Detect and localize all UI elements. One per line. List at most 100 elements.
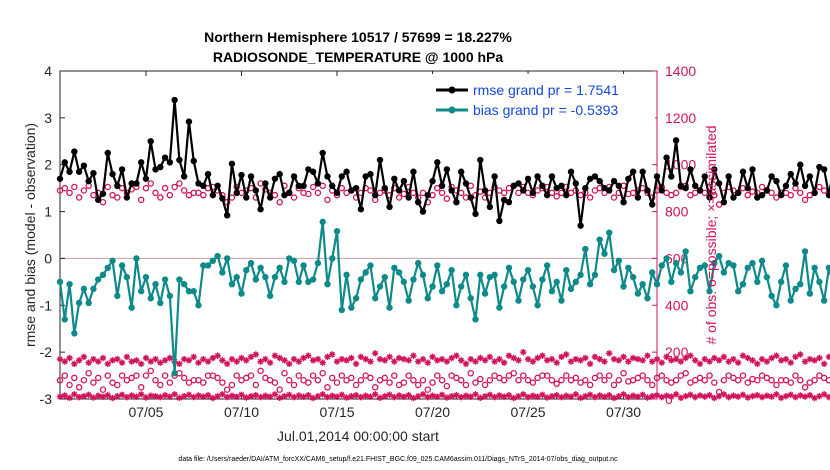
assimilated-low-marker [453, 392, 460, 399]
assimilated-high-marker [797, 351, 804, 358]
assimilated-high-marker [649, 358, 656, 365]
possible-low-marker [754, 377, 761, 384]
rmse-point [104, 149, 111, 157]
rmse-point [56, 175, 64, 182]
assimilated-low-marker [118, 391, 126, 398]
assimilated-high-marker [400, 355, 408, 363]
assimilated-high-marker [137, 360, 145, 368]
bias-point [601, 250, 608, 257]
possible-low-marker [61, 372, 69, 379]
assimilated-low-marker [262, 392, 269, 399]
rmse-point [71, 148, 78, 155]
assimilated-low-marker [639, 391, 646, 398]
bias-point [152, 281, 159, 288]
bias-point [758, 257, 766, 264]
rmse-point [816, 163, 823, 171]
possible-high-marker [324, 196, 331, 204]
bias-point [104, 264, 111, 271]
bias-point [653, 281, 661, 288]
rmse-point [820, 166, 828, 173]
assimilated-low-marker [596, 392, 603, 399]
bias-point [505, 264, 513, 271]
rmse-point [314, 180, 322, 187]
left-tick-label: 3 [44, 110, 52, 126]
assimilated-high-marker [61, 358, 68, 365]
assimilated-high-marker [99, 354, 107, 362]
assimilated-high-marker [204, 358, 212, 365]
bias-point [639, 281, 646, 288]
possible-low-marker [711, 379, 718, 386]
possible-low-marker [137, 384, 145, 391]
assimilated-high-marker [252, 351, 260, 358]
rmse-point [405, 194, 412, 201]
assimilated-high-marker [66, 354, 73, 362]
bias-point [577, 271, 584, 279]
assimilated-high-marker [806, 355, 814, 363]
bias-point [233, 273, 240, 281]
possible-low-marker [94, 374, 102, 382]
assimilated-high-marker [734, 359, 742, 366]
assimilated-high-marker [266, 359, 274, 366]
rmse-point [625, 175, 632, 182]
bias-point [529, 283, 537, 290]
bias-point [90, 285, 97, 293]
x-tick-label: 07/10 [224, 404, 259, 420]
assimilated-high-marker [118, 359, 126, 366]
assimilated-high-marker [749, 357, 756, 364]
bias-point [228, 281, 236, 288]
possible-low-marker [247, 372, 255, 379]
bias-point [266, 292, 274, 300]
x-tick-label: 07/30 [606, 404, 641, 420]
assimilated-high-marker [71, 360, 78, 368]
bias-point [715, 252, 723, 260]
bias-point [500, 283, 508, 290]
assimilated-high-marker [56, 355, 64, 363]
rmse-point [797, 161, 804, 168]
bias-point [481, 290, 489, 297]
possible-low-marker [99, 386, 107, 393]
possible-low-marker [400, 379, 408, 386]
bias-point [185, 288, 193, 295]
assimilated-high-marker [142, 354, 150, 362]
bias-point [405, 297, 412, 304]
assimilated-low-marker [104, 392, 111, 399]
possible-low-marker [333, 379, 341, 386]
bias-point [606, 229, 613, 236]
assimilated-high-marker [271, 352, 279, 359]
possible-high-marker [744, 191, 751, 199]
rmse-point [620, 199, 627, 206]
assimilated-high-marker [744, 354, 751, 362]
assimilated-high-marker [543, 357, 551, 364]
rmse-point [147, 138, 154, 145]
assimilated-low-marker [806, 392, 814, 399]
bias-point [276, 264, 283, 271]
rmse-point [66, 168, 73, 175]
assimilated-high-marker [572, 355, 580, 363]
bias-point [71, 330, 78, 337]
assimilated-high-marker [739, 352, 747, 359]
rmse-point [777, 191, 785, 199]
rmse-point [252, 187, 260, 194]
assimilated-low-marker [701, 393, 708, 400]
rmse-point [500, 196, 508, 204]
assimilated-low-marker [481, 392, 489, 400]
assimilated-low-marker [214, 392, 221, 400]
possible-high-marker [200, 191, 207, 199]
rmse-point [276, 170, 283, 178]
assimilated-high-marker [80, 353, 88, 361]
assimilated-low-marker [467, 393, 474, 400]
rmse-point [85, 177, 92, 185]
assimilated-high-marker [711, 354, 718, 362]
possible-low-marker [157, 381, 164, 389]
rmse-point [166, 159, 174, 166]
assimilated-high-marker [520, 348, 527, 356]
assimilated-high-marker [625, 358, 632, 365]
rmse-point [696, 187, 704, 194]
assimilated-high-marker [462, 360, 470, 368]
assimilated-low-marker [395, 392, 403, 399]
possible-low-marker [410, 377, 417, 384]
rmse-point [400, 177, 408, 185]
possible-low-marker [166, 379, 174, 386]
possible-high-marker [71, 183, 78, 191]
possible-low-marker [290, 381, 298, 389]
